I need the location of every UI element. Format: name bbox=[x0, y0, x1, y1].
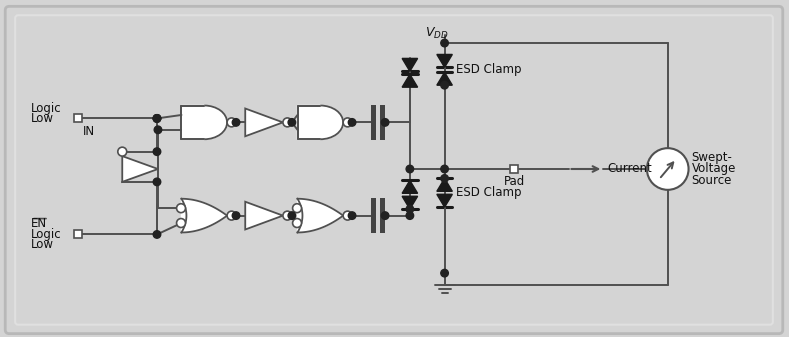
Text: ESD Clamp: ESD Clamp bbox=[457, 186, 522, 199]
Polygon shape bbox=[402, 58, 417, 71]
Circle shape bbox=[118, 147, 127, 156]
Text: Pad: Pad bbox=[503, 175, 525, 188]
Polygon shape bbox=[297, 105, 343, 139]
Polygon shape bbox=[297, 199, 343, 233]
Bar bbox=[510, 164, 518, 174]
Circle shape bbox=[153, 148, 161, 155]
Circle shape bbox=[232, 212, 240, 219]
Bar bbox=[380, 198, 385, 234]
Polygon shape bbox=[122, 156, 158, 182]
Text: Low: Low bbox=[31, 238, 54, 251]
Text: ESD Clamp: ESD Clamp bbox=[457, 63, 522, 76]
Bar bbox=[73, 231, 81, 238]
Circle shape bbox=[153, 115, 161, 122]
Text: Swept-: Swept- bbox=[691, 151, 732, 163]
Circle shape bbox=[227, 211, 236, 220]
Polygon shape bbox=[402, 180, 417, 193]
Circle shape bbox=[288, 119, 296, 126]
Bar bbox=[380, 104, 385, 140]
Bar bbox=[371, 104, 376, 140]
Circle shape bbox=[232, 119, 240, 126]
Circle shape bbox=[293, 219, 301, 227]
Circle shape bbox=[227, 118, 236, 127]
Circle shape bbox=[406, 205, 413, 213]
Polygon shape bbox=[245, 202, 283, 229]
Circle shape bbox=[293, 204, 301, 213]
Text: EN: EN bbox=[31, 217, 47, 230]
Text: Logic: Logic bbox=[31, 102, 62, 115]
Text: Current: Current bbox=[608, 162, 652, 176]
Circle shape bbox=[381, 212, 389, 219]
Bar bbox=[371, 198, 376, 234]
Circle shape bbox=[153, 115, 161, 122]
Circle shape bbox=[406, 165, 413, 173]
Circle shape bbox=[441, 39, 448, 47]
Circle shape bbox=[177, 219, 185, 227]
Polygon shape bbox=[437, 72, 452, 85]
Polygon shape bbox=[181, 105, 227, 139]
Circle shape bbox=[406, 212, 413, 219]
FancyBboxPatch shape bbox=[6, 6, 783, 334]
Polygon shape bbox=[402, 74, 417, 87]
Circle shape bbox=[441, 82, 448, 89]
Circle shape bbox=[153, 231, 161, 238]
Bar bbox=[73, 115, 81, 122]
Circle shape bbox=[348, 212, 356, 219]
Circle shape bbox=[348, 119, 356, 126]
Polygon shape bbox=[437, 194, 452, 207]
Circle shape bbox=[153, 115, 161, 122]
Circle shape bbox=[154, 126, 162, 133]
Text: Low: Low bbox=[31, 112, 54, 125]
Polygon shape bbox=[402, 196, 417, 209]
Circle shape bbox=[647, 148, 689, 190]
Circle shape bbox=[288, 212, 296, 219]
Circle shape bbox=[283, 211, 292, 220]
Text: Voltage: Voltage bbox=[691, 162, 736, 176]
Circle shape bbox=[177, 204, 185, 213]
Polygon shape bbox=[437, 178, 452, 191]
Circle shape bbox=[343, 118, 352, 127]
Circle shape bbox=[381, 119, 389, 126]
Circle shape bbox=[441, 175, 448, 182]
Text: Logic: Logic bbox=[31, 228, 62, 241]
Circle shape bbox=[441, 269, 448, 277]
Text: Source: Source bbox=[691, 174, 732, 187]
Polygon shape bbox=[245, 109, 283, 136]
Circle shape bbox=[283, 118, 292, 127]
FancyBboxPatch shape bbox=[15, 15, 773, 325]
Text: IN: IN bbox=[83, 125, 95, 138]
Polygon shape bbox=[181, 199, 227, 233]
Text: $V_{DD}$: $V_{DD}$ bbox=[424, 26, 448, 41]
Circle shape bbox=[343, 211, 352, 220]
Polygon shape bbox=[437, 55, 452, 67]
Circle shape bbox=[153, 178, 161, 186]
Circle shape bbox=[441, 165, 448, 173]
